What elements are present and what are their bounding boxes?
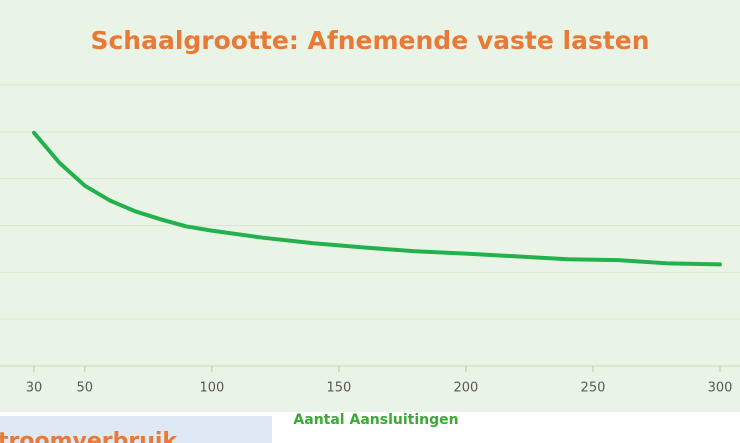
x-tick-label: 200 xyxy=(454,381,479,396)
x-tick-label: 100 xyxy=(199,381,224,396)
annotation: troomverbruik xyxy=(0,429,178,443)
x-axis-label: Aantal Aansluitingen xyxy=(293,412,458,428)
plot-background xyxy=(0,0,740,412)
line-series xyxy=(32,130,722,267)
x-tick-label: 150 xyxy=(326,381,351,396)
x-tick-label: 50 xyxy=(77,381,94,396)
chart-title: Schaalgrootte: Afnemende vaste lasten xyxy=(90,26,649,55)
annotation-box xyxy=(0,416,272,443)
x-tick-label: 250 xyxy=(581,381,606,396)
x-tick-label: 300 xyxy=(708,381,733,396)
x-tick-label: 30 xyxy=(26,381,43,396)
